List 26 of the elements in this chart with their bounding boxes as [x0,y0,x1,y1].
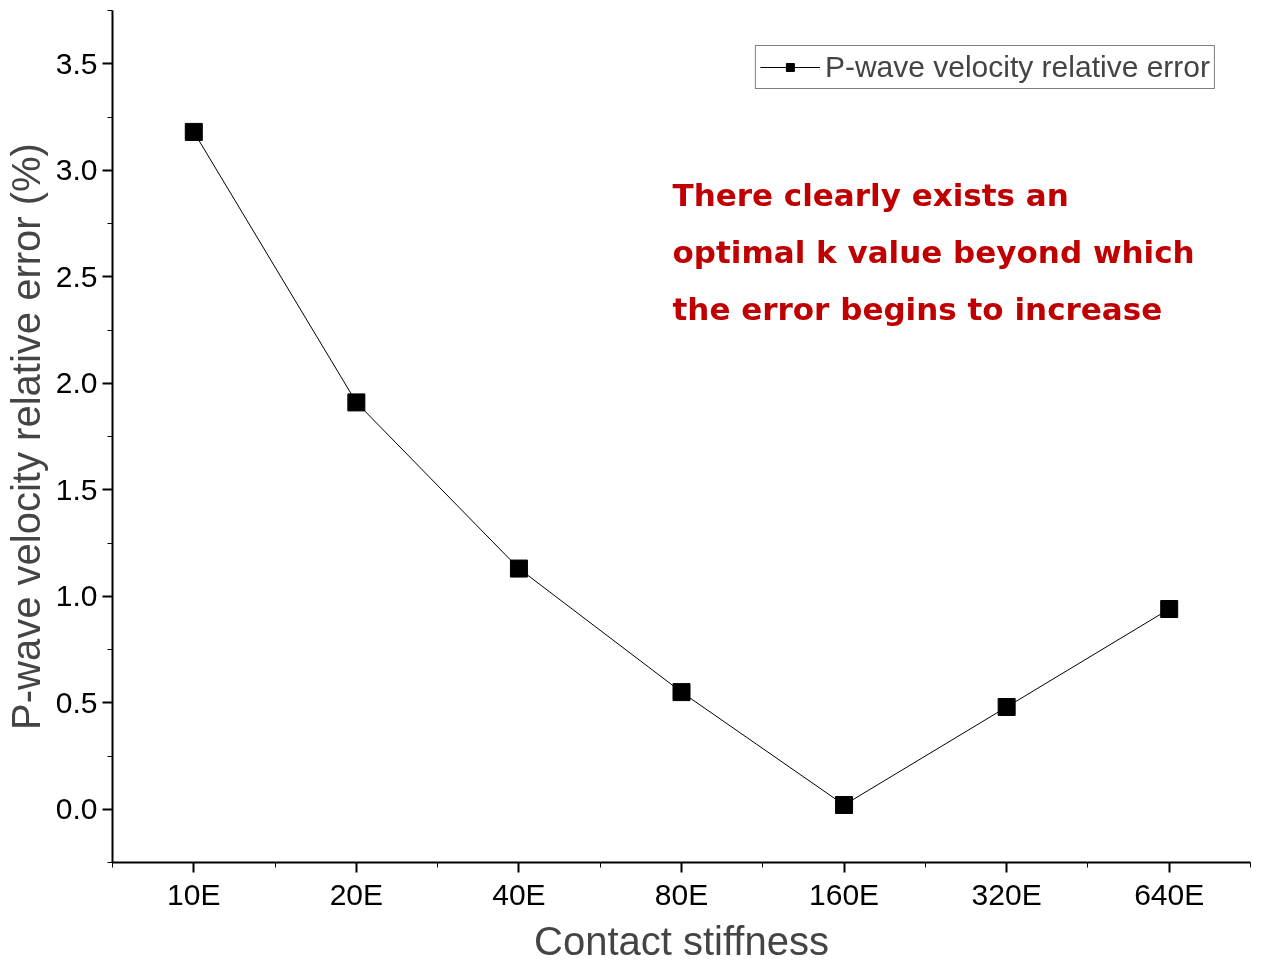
y-tick-label: 2.0 [55,366,98,400]
y-tick-label: 1.0 [55,579,98,613]
y-tick-label: 0.0 [55,792,98,826]
y-tick-label: 0.5 [55,685,98,719]
point [672,683,691,702]
legend-label: P-wave velocity relative error [824,50,1210,84]
x-tick-label: 80E [654,877,709,911]
y-tick-label: 3.5 [55,46,98,80]
point [184,122,203,141]
x-tick-label: 160E [809,877,880,911]
y-axis-title: P-wave velocity relative error (%) [3,143,48,730]
point [509,559,528,578]
point [835,795,854,814]
y-tick-label: 3.0 [55,153,98,187]
x-tick-label: 10E [167,877,221,911]
point [997,698,1016,717]
x-tick-label: 20E [329,877,384,911]
point [1160,600,1179,619]
point [347,393,366,412]
y-tick-label: 2.5 [55,259,98,293]
x-tick-label: 320E [971,877,1042,911]
y-tick-label: 1.5 [55,472,98,506]
x-tick-label: 640E [1134,877,1205,911]
annotation: There clearly exists an optimal k value beyond which the error begins to increase [672,176,1195,327]
x-tick-label: 40E [492,877,546,911]
x-axis-title: Contact stiffness [534,918,829,963]
